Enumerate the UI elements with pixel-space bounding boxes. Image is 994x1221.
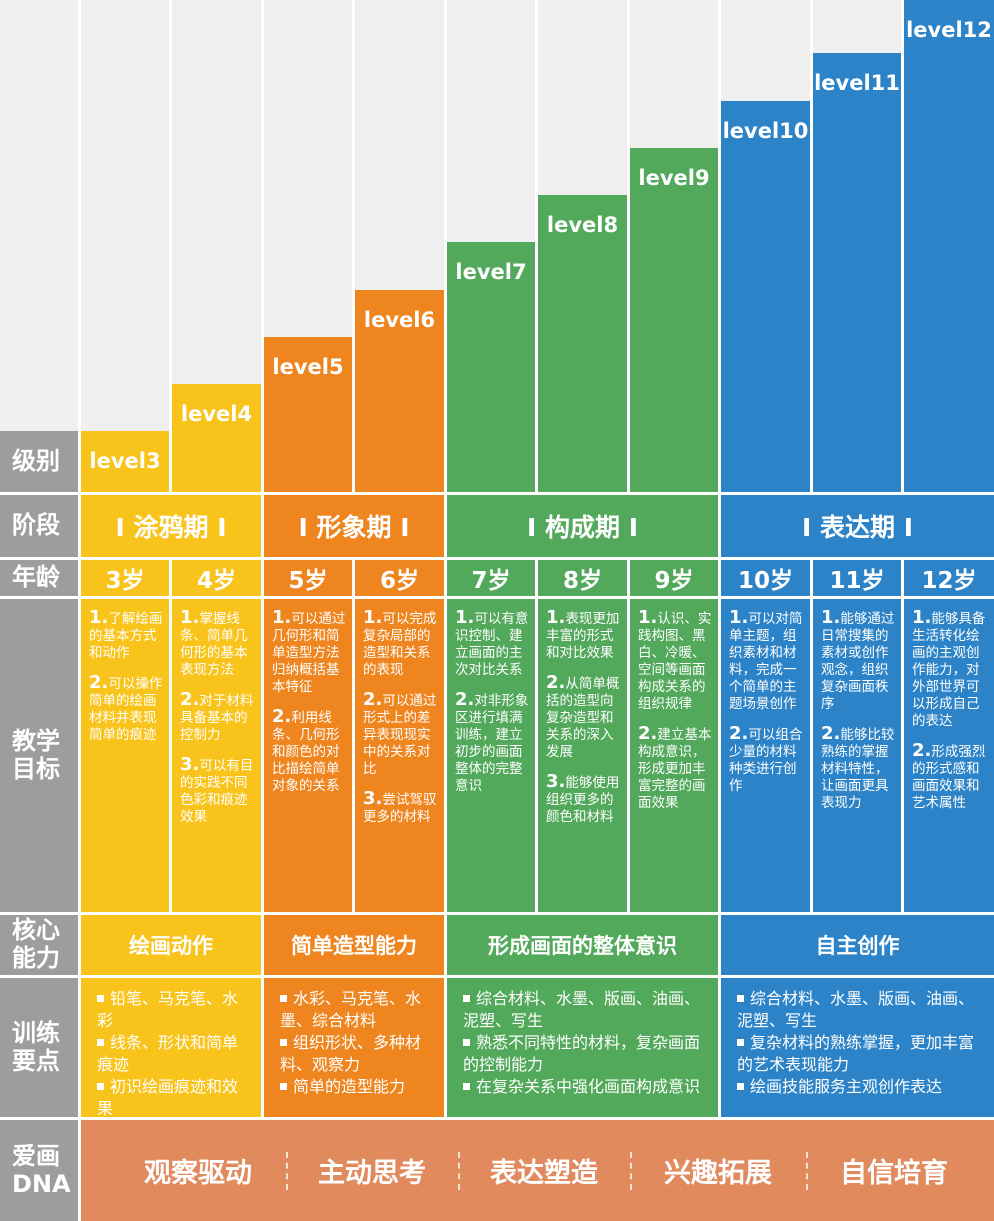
objective-cell-age10: 1.可以对简单主题，组织素材和材料，完成一个简单的主题场景创作 2.可以组合少量… <box>721 599 810 912</box>
objective-cell-age8: 1.表现更加丰富的形式和对比效果 2.从简单概括的造型向复杂造型和关系的深入发展… <box>538 599 627 912</box>
age-cell: 8岁 <box>538 560 627 596</box>
level-bar-8: level8 <box>538 195 627 492</box>
list-item: 熟悉不同特性的材料，复杂画面的控制能力 <box>463 1033 701 1074</box>
row-label-age: 年龄 <box>0 560 78 596</box>
stage-image: I 形象期 I <box>264 495 444 557</box>
objective-cell-age6: 1.可以完成复杂局部的造型和关系的表现 2.可以通过形式上的差异表现现实中的关系… <box>355 599 444 912</box>
level-bar-10: level10 <box>721 101 810 492</box>
training-cell-composition: 综合材料、水墨、版画、油画、泥塑、写生 熟悉不同特性的材料，复杂画面的控制能力 … <box>447 978 718 1117</box>
level-bar-12: level12 <box>904 0 994 492</box>
list-item: 简单的造型能力 <box>280 1076 434 1098</box>
column-divider <box>444 0 447 492</box>
objective-cell-age11: 1.能够通过日常搜集的素材或创作观念，组织复杂画面秩序 2.能够比较熟练的掌握材… <box>813 599 901 912</box>
list-item: 综合材料、水墨、版画、油画、泥塑、写生 <box>737 989 975 1030</box>
list-item: 在复杂关系中强化画面构成意识 <box>463 1076 708 1098</box>
column-divider <box>261 0 264 492</box>
training-cell-image: 水彩、马克笔、水墨、综合材料 组织形状、多种材料、观察力 简单的造型能力 <box>264 978 444 1117</box>
dna-observation: 观察驱动 <box>144 1158 252 1189</box>
row-label-level: 级别 <box>0 431 78 492</box>
dna-divider <box>458 1152 460 1190</box>
objective-cell-age3: 1.了解绘画的基本方式和动作 2.可以操作简单的绘画材料并表现简单的痕迹 <box>81 599 169 912</box>
core-ability-overall-awareness: 形成画面的整体意识 <box>447 915 718 975</box>
column-divider <box>78 0 81 492</box>
age-cell: 6岁 <box>355 560 444 596</box>
row-label-objective: 教学目标 <box>0 599 78 912</box>
dna-divider <box>630 1152 632 1190</box>
dna-divider <box>286 1152 288 1190</box>
list-item: 初识绘画痕迹和效果 <box>97 1077 239 1118</box>
age-cell: 10岁 <box>721 560 810 596</box>
list-item: 综合材料、水墨、版画、油画、泥塑、写生 <box>463 989 701 1030</box>
level-bar-4: level4 <box>172 384 261 492</box>
column-divider <box>352 0 355 492</box>
stage-scribble: I 涂鸦期 I <box>81 495 261 557</box>
dna-banner <box>81 1120 994 1221</box>
age-cell: 5岁 <box>264 560 352 596</box>
level-bar-5: level5 <box>264 337 352 492</box>
core-ability-drawing-action: 绘画动作 <box>81 915 261 975</box>
dna-interest: 兴趣拓展 <box>664 1158 772 1189</box>
dna-expression: 表达塑造 <box>490 1158 598 1189</box>
list-item: 复杂材料的熟练掌握，更加丰富的艺术表现能力 <box>737 1033 975 1074</box>
objective-cell-age4: 1.掌握线条、简单几何形的基本表现方法 2.对于材料具备基本的控制力 3.可以有… <box>172 599 261 912</box>
training-cell-expression: 综合材料、水墨、版画、油画、泥塑、写生 复杂材料的熟练掌握，更加丰富的艺术表现能… <box>721 978 994 1117</box>
column-divider <box>901 0 904 492</box>
column-divider <box>169 0 172 492</box>
column-divider <box>535 0 538 492</box>
age-cell: 11岁 <box>813 560 901 596</box>
age-cell: 12岁 <box>904 560 994 596</box>
core-ability-independent-creation: 自主创作 <box>721 915 994 975</box>
level-bar-7: level7 <box>447 242 535 492</box>
age-cell: 3岁 <box>81 560 169 596</box>
level-bar-6: level6 <box>355 290 444 492</box>
level-bar-9: level9 <box>630 148 718 492</box>
column-divider <box>718 0 721 492</box>
list-item: 线条、形状和简单痕迹 <box>97 1033 239 1074</box>
objective-cell-age7: 1.可以有意识控制、建立画面的主次对比关系 2.对非形象区进行填满训练，建立初步… <box>447 599 535 912</box>
level-bar-3: level3 <box>81 431 169 492</box>
age-cell: 4岁 <box>172 560 261 596</box>
list-item: 铅笔、马克笔、水彩 <box>97 989 239 1030</box>
stage-expression: I 表达期 I <box>721 495 994 557</box>
dna-confidence: 自信培育 <box>840 1158 948 1189</box>
column-divider <box>627 0 630 492</box>
row-label-stage: 阶段 <box>0 495 78 557</box>
dna-divider <box>806 1152 808 1190</box>
list-item: 水彩、马克笔、水墨、综合材料 <box>280 989 422 1030</box>
age-cell: 7岁 <box>447 560 535 596</box>
training-cell-scribble: 铅笔、马克笔、水彩 线条、形状和简单痕迹 初识绘画痕迹和效果 <box>81 978 261 1118</box>
row-label-training: 训练要点 <box>0 978 78 1117</box>
core-ability-simple-modeling: 简单造型能力 <box>264 915 444 975</box>
list-item: 组织形状、多种材料、观察力 <box>280 1033 422 1074</box>
age-cell: 9岁 <box>630 560 718 596</box>
level-bar-11: level11 <box>813 53 901 492</box>
row-label-dna: 爱画DNA <box>0 1120 78 1221</box>
dna-thinking: 主动思考 <box>318 1158 426 1189</box>
column-divider <box>810 0 813 492</box>
stage-composition: I 构成期 I <box>447 495 718 557</box>
list-item: 绘画技能服务主观创作表达 <box>737 1076 984 1098</box>
objective-cell-age5: 1.可以通过几何形和简单造型方法归纳概括基本特征 2.利用线条、几何形和颜色的对… <box>264 599 352 912</box>
objective-cell-age12: 1.能够具备生活转化绘画的主观创作能力，对外部世界可以形成自己的表达 2.形成强… <box>904 599 994 912</box>
row-label-core: 核心能力 <box>0 915 78 975</box>
objective-cell-age9: 1.认识、实践构图、黑白、冷暖、空间等画面构成关系的组织规律 2.建立基本构成意… <box>630 599 718 912</box>
